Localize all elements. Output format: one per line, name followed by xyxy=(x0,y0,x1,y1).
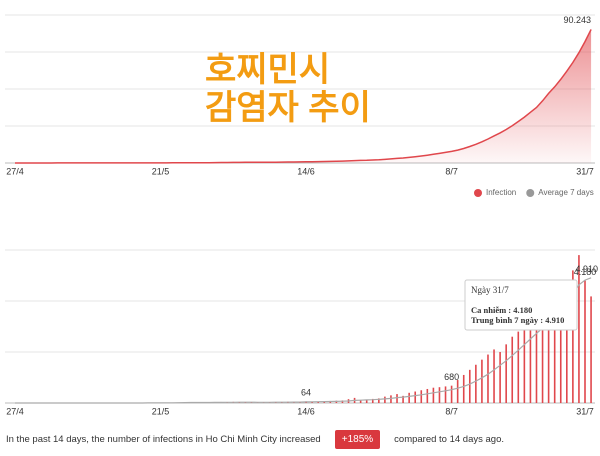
bar xyxy=(365,399,368,403)
bar xyxy=(517,331,520,403)
value-label: 680 xyxy=(444,372,459,382)
bar xyxy=(559,288,562,403)
bar xyxy=(414,391,417,403)
bar xyxy=(456,380,459,403)
bar xyxy=(547,306,550,403)
bar xyxy=(529,321,532,403)
bar xyxy=(390,395,392,403)
tooltip-box xyxy=(464,279,578,331)
tooltip-line: Ca nhiễm : 4.180 xyxy=(471,305,532,315)
bar xyxy=(438,387,441,403)
bar xyxy=(572,270,574,403)
bar xyxy=(505,344,507,403)
bar xyxy=(444,386,447,403)
bar xyxy=(408,392,410,403)
x-tick-label: 8/7 xyxy=(445,406,458,416)
bar xyxy=(566,283,568,403)
bar xyxy=(511,336,514,403)
bar xyxy=(420,390,423,403)
bar xyxy=(311,401,313,403)
legend-dot xyxy=(526,189,535,197)
tooltip-title: Ngày 31/7 xyxy=(471,285,509,295)
bar xyxy=(378,398,380,403)
average-line xyxy=(15,277,592,404)
bar xyxy=(584,280,586,403)
value-label: 4.180 xyxy=(574,267,597,277)
legend-label: Average 7 days xyxy=(538,188,593,197)
overlay-text: 감염자 추이 xyxy=(205,89,371,127)
bar xyxy=(426,388,429,403)
bar xyxy=(475,364,477,403)
bar xyxy=(481,359,483,403)
bar xyxy=(493,349,495,403)
bar xyxy=(402,395,404,403)
bar xyxy=(371,398,374,403)
bar xyxy=(432,387,435,403)
x-tick-label: 14/6 xyxy=(297,166,315,176)
x-tick-label: 21/5 xyxy=(152,406,170,416)
bar xyxy=(590,296,592,403)
x-tick-label: 31/7 xyxy=(576,166,594,176)
bar xyxy=(462,374,465,403)
tooltip-line: Trung bình 7 ngày : 4.910 xyxy=(471,315,564,325)
legend-dot xyxy=(474,189,482,197)
bar xyxy=(553,298,556,403)
x-tick-label: 31/7 xyxy=(576,406,594,416)
badge: +185% xyxy=(334,430,381,449)
footer-text: compared to 14 days ago. xyxy=(394,434,505,445)
bar xyxy=(396,394,398,403)
x-tick-label: 8/7 xyxy=(445,166,458,176)
x-tick-label: 21/5 xyxy=(152,166,170,176)
x-tick-label: 27/4 xyxy=(6,166,24,176)
x-tick-label: 14/6 xyxy=(297,406,315,416)
overlay-text: 호찌민시 xyxy=(205,51,330,89)
bar xyxy=(450,385,453,403)
bar xyxy=(499,352,501,403)
value-label: 90.243 xyxy=(564,15,592,25)
footer: In the past 14 days, the number of infec… xyxy=(6,430,504,449)
bar xyxy=(487,354,489,403)
footer-text: In the past 14 days, the number of infec… xyxy=(6,434,321,445)
area xyxy=(15,29,592,164)
bar xyxy=(541,313,544,403)
bar xyxy=(384,396,386,403)
bar xyxy=(468,369,471,403)
value-label: 4.910 xyxy=(575,264,598,274)
line xyxy=(15,29,592,164)
bar xyxy=(578,255,580,403)
x-tick-label: 27/4 xyxy=(6,406,24,416)
legend-label: Infection xyxy=(486,188,516,197)
bar xyxy=(359,399,362,403)
bar xyxy=(523,326,526,403)
bar xyxy=(535,318,538,403)
value-label: 64 xyxy=(301,388,311,398)
